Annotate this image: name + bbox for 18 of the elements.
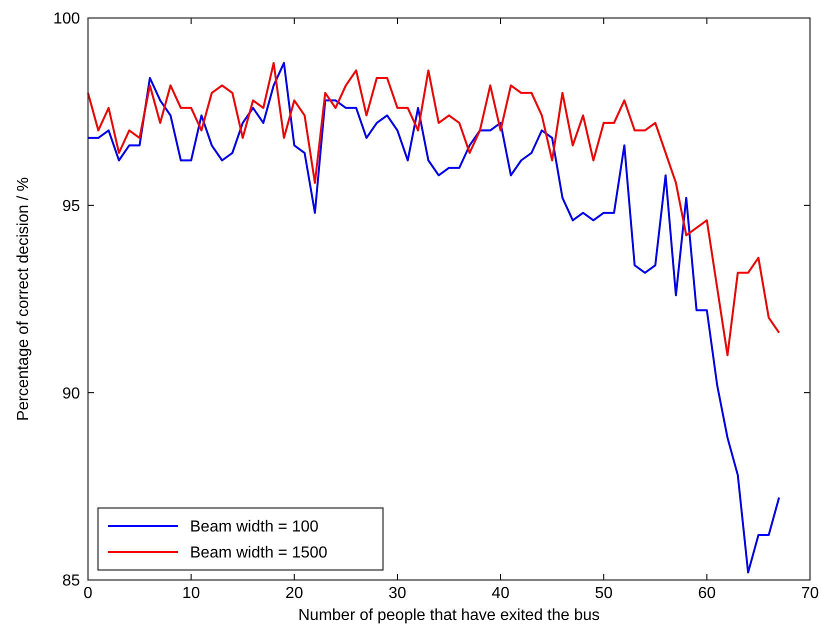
legend-label: Beam width = 1500 [190, 544, 328, 562]
line-series [87, 62, 780, 356]
y-tick-label: 85 [62, 572, 80, 590]
x-tick-label: 30 [388, 585, 406, 602]
x-tick-label: 50 [594, 585, 613, 602]
y-axis-title: Percentage of correct decision / % [15, 177, 32, 421]
y-tick-label: 90 [62, 385, 80, 402]
x-tick-label: 70 [801, 585, 819, 602]
x-tick-label: 40 [492, 585, 510, 602]
x-tick-label: 10 [182, 585, 200, 602]
x-tick-label: 60 [698, 585, 716, 602]
x-tick-label: 20 [285, 585, 304, 602]
y-tick-label: 95 [62, 198, 80, 215]
line-series [87, 62, 780, 574]
x-tick-label: 0 [84, 585, 93, 602]
y-tick-label: 100 [53, 10, 80, 28]
legend-label: Beam width = 100 [190, 518, 319, 536]
x-axis-title: Number of people that have exited the bus [298, 607, 600, 624]
